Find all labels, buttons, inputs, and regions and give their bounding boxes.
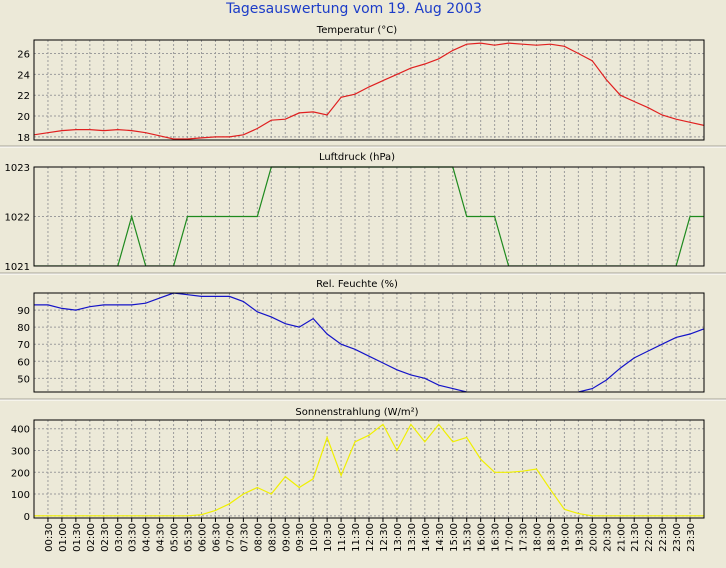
x-tick-label: 11:00 — [337, 523, 348, 552]
x-tick-label: 02:30 — [100, 523, 111, 552]
x-tick-label: 17:00 — [505, 523, 516, 552]
humidity-plot-frame — [33, 292, 705, 393]
temperature-plot-frame — [33, 39, 705, 141]
pressure-y-tick-label: 1021 — [5, 262, 30, 273]
x-tick-label: 22:30 — [658, 523, 669, 552]
x-tick-label: 14:00 — [421, 523, 432, 552]
x-tick-label: 21:30 — [630, 523, 641, 552]
x-tick-label: 23:30 — [686, 523, 697, 552]
temperature-panel-title: Temperatur (°C) — [316, 25, 397, 36]
x-tick-label: 21:00 — [616, 523, 627, 552]
x-tick-label: 13:00 — [393, 523, 404, 552]
x-tick-label: 08:30 — [267, 523, 278, 552]
solar-y-tick-label: 300 — [11, 446, 30, 457]
humidity-y-tick-label: 50 — [17, 374, 30, 385]
x-tick-label: 15:00 — [449, 523, 460, 552]
page-title: Tagesauswertung vom 19. Aug 2003 — [225, 1, 482, 17]
temperature-y-tick-label: 26 — [17, 50, 30, 61]
x-tick-label: 05:00 — [170, 523, 181, 552]
solar-y-tick-label: 0 — [24, 512, 30, 523]
x-tick-label: 12:30 — [379, 523, 390, 552]
x-tick-label: 10:00 — [309, 523, 320, 552]
humidity-panel-title: Rel. Feuchte (%) — [316, 279, 398, 290]
x-tick-label: 20:30 — [602, 523, 613, 552]
humidity-y-tick-label: 70 — [17, 340, 30, 351]
temperature-y-tick-label: 22 — [17, 91, 30, 102]
x-tick-label: 08:00 — [253, 523, 264, 552]
x-tick-label: 03:00 — [114, 523, 125, 552]
solar-y-tick-label: 400 — [11, 425, 30, 436]
solar-series-line — [34, 423, 704, 517]
x-tick-label: 19:30 — [574, 523, 585, 552]
humidity-series-line — [34, 292, 704, 392]
pressure-plot-frame — [33, 166, 705, 267]
x-tick-label: 12:00 — [365, 523, 376, 552]
x-tick-label: 01:30 — [72, 523, 83, 552]
x-tick-label: 13:30 — [407, 523, 418, 552]
x-tick-label: 00:30 — [44, 523, 55, 552]
x-tick-label: 06:30 — [211, 523, 222, 552]
pressure-y-tick-label: 1023 — [5, 163, 30, 174]
x-tick-label: 15:30 — [463, 523, 474, 552]
temperature-y-tick-label: 20 — [17, 112, 30, 123]
solar-panel-title: Sonnenstrahlung (W/m²) — [295, 407, 418, 418]
x-tick-label: 14:30 — [435, 523, 446, 552]
humidity-y-tick-label: 90 — [17, 306, 30, 317]
x-tick-label: 09:00 — [281, 523, 292, 552]
pressure-panel-title: Luftdruck (hPa) — [319, 152, 395, 163]
x-tick-label: 04:00 — [142, 523, 153, 552]
x-tick-label: 11:30 — [351, 523, 362, 552]
x-tick-label: 16:00 — [477, 523, 488, 552]
x-tick-label: 18:30 — [546, 523, 557, 552]
x-tick-label: 18:00 — [533, 523, 544, 552]
x-tick-label: 23:00 — [672, 523, 683, 552]
x-tick-label: 05:30 — [184, 523, 195, 552]
x-tick-label: 01:00 — [58, 523, 69, 552]
temperature-y-tick-label: 18 — [17, 133, 30, 144]
humidity-y-tick-label: 60 — [17, 357, 30, 368]
x-tick-label: 22:00 — [644, 523, 655, 552]
x-tick-label: 19:00 — [560, 523, 571, 552]
x-tick-label: 09:30 — [295, 523, 306, 552]
temperature-y-tick-label: 24 — [17, 70, 30, 81]
x-tick-label: 17:30 — [519, 523, 530, 552]
solar-y-tick-label: 100 — [11, 490, 30, 501]
x-tick-label: 04:30 — [156, 523, 167, 552]
humidity-y-tick-label: 80 — [17, 323, 30, 334]
x-tick-label: 03:30 — [128, 523, 139, 552]
x-tick-label: 07:30 — [239, 523, 250, 552]
x-tick-label: 06:00 — [198, 523, 209, 552]
temperature-series-line — [34, 42, 704, 140]
x-tick-label: 20:00 — [588, 523, 599, 552]
pressure-y-tick-label: 1022 — [5, 213, 30, 224]
solar-y-tick-label: 200 — [11, 468, 30, 479]
x-tick-label: 07:00 — [225, 523, 236, 552]
x-tick-label: 02:00 — [86, 523, 97, 552]
x-tick-label: 10:30 — [323, 523, 334, 552]
x-tick-label: 16:30 — [491, 523, 502, 552]
